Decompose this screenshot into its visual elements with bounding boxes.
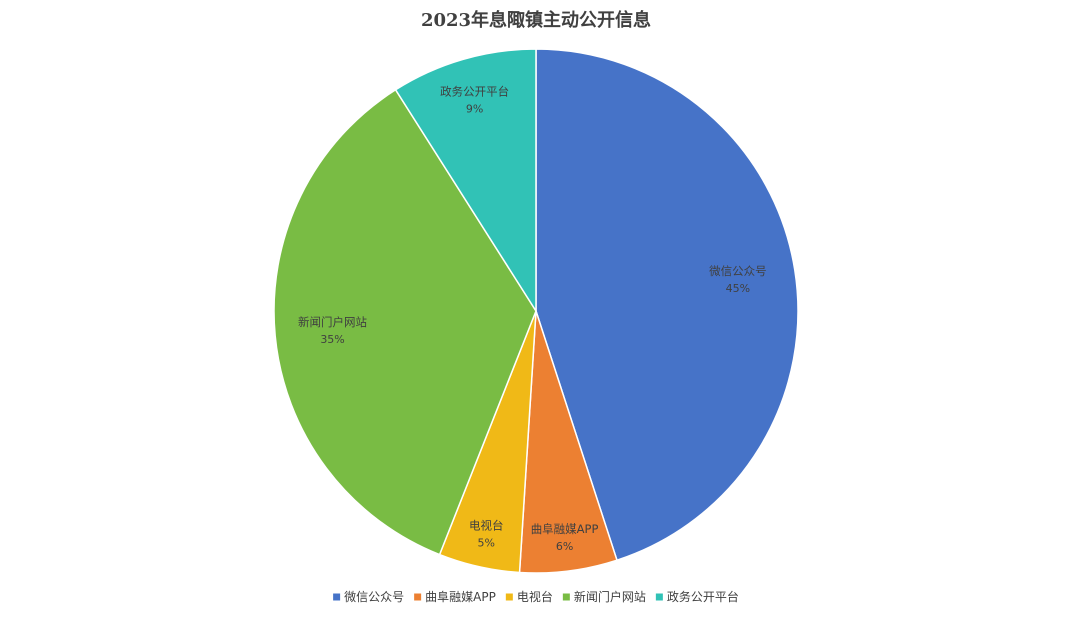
legend-label: 电视台 xyxy=(517,589,553,604)
legend-item: 曲阜融媒APP xyxy=(414,590,496,604)
data-label-category: 政务公开平台 xyxy=(440,85,509,99)
legend-swatch xyxy=(562,593,570,601)
legend-swatch xyxy=(655,593,663,601)
legend-swatch xyxy=(333,593,341,601)
legend: 微信公众号 曲阜融媒APP 电视台 新闻门户网站 政务公开平台 xyxy=(333,589,739,604)
pie-slice xyxy=(535,48,799,562)
pie-slice xyxy=(394,48,537,314)
data-label-value: 5% xyxy=(478,536,495,549)
legend-label: 微信公众号 xyxy=(344,590,404,604)
legend-swatch xyxy=(414,593,422,601)
pie-slice xyxy=(273,88,537,556)
data-labels: 微信公众号 45% 曲阜融媒APP 6% 电视台 5% 新闻门户网站 35% 政务公开平台 9% xyxy=(298,85,767,553)
legend-label: 政务公开平台 xyxy=(667,589,739,604)
legend-label: 新闻门户网站 xyxy=(574,589,646,604)
legend-item: 电视台 xyxy=(505,589,553,604)
data-label-value: 35% xyxy=(320,333,344,346)
data-label-category: 微信公众号 xyxy=(709,264,767,278)
data-label-value: 6% xyxy=(556,540,573,553)
legend-swatch xyxy=(505,593,513,601)
legend-label: 曲阜融媒APP xyxy=(425,590,496,604)
pie-slices xyxy=(273,48,799,574)
data-label-value: 45% xyxy=(726,282,750,295)
data-label-category: 曲阜融媒APP xyxy=(531,522,599,536)
data-label-category: 新闻门户网站 xyxy=(298,315,367,329)
data-label-category: 电视台 xyxy=(469,518,504,532)
chart-title: 2023年息陬镇主动公开信息 xyxy=(421,9,651,31)
legend-item: 微信公众号 xyxy=(333,590,404,604)
data-label-value: 9% xyxy=(466,103,483,116)
legend-item: 政务公开平台 xyxy=(655,589,739,604)
legend-item: 新闻门户网站 xyxy=(562,589,646,604)
